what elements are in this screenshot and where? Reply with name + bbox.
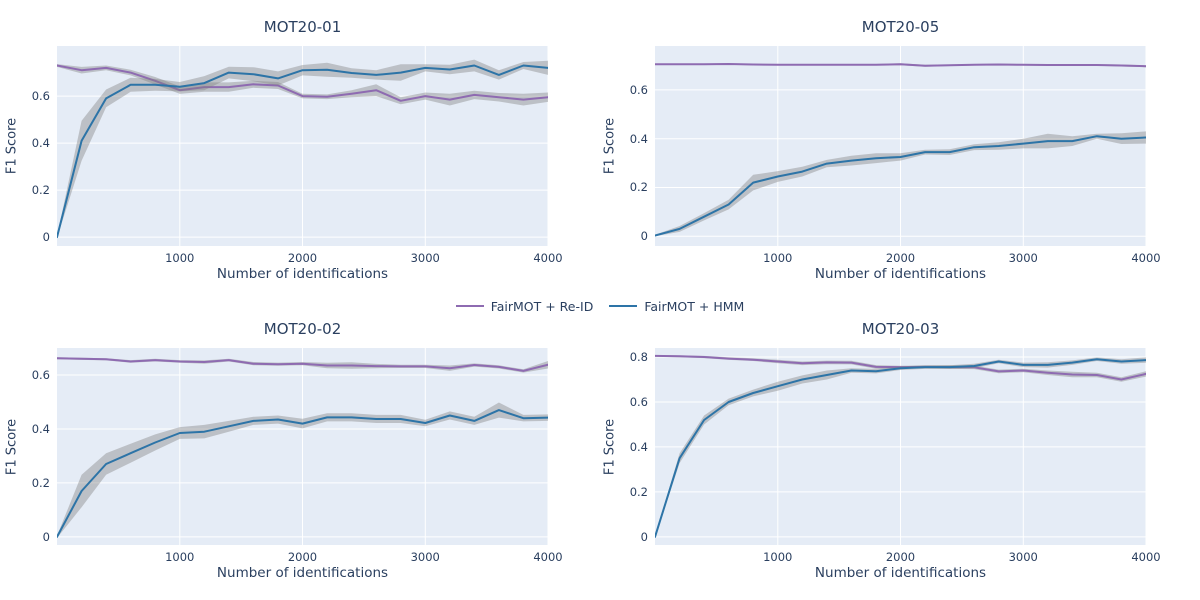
x-tick-label: 1000 — [763, 550, 793, 564]
chart-title: MOT20-05 — [861, 18, 940, 36]
x-tick-label: 2000 — [885, 550, 916, 564]
subplot-mot20-05: MOT20-05 F1 Score Number of identificati… — [603, 18, 1161, 282]
x-tick-label: 1000 — [165, 550, 195, 564]
y-axis-title: F1 Score — [602, 418, 618, 475]
y-tick-label: 0 — [42, 529, 50, 544]
x-tick-label: 2000 — [287, 550, 318, 564]
x-axis-title: Number of identifications — [814, 266, 987, 282]
legend-line-swatch-hmm — [609, 305, 638, 307]
x-tick-label: 2000 — [885, 251, 916, 265]
plot-area[interactable] — [655, 348, 1146, 545]
x-axis-title: Number of identifications — [216, 266, 389, 282]
y-tick-label: 0.6 — [629, 394, 648, 409]
plot-area[interactable] — [57, 46, 548, 246]
y-tick-label: 0 — [640, 229, 648, 244]
y-tick-label: 0.2 — [31, 183, 50, 198]
x-tick-label: 2000 — [287, 251, 318, 265]
y-tick-label: 0 — [42, 230, 50, 245]
x-tick-label: 3000 — [410, 550, 440, 564]
legend-label: FairMOT + Re-ID — [490, 298, 594, 314]
y-axis-title: F1 Score — [4, 117, 20, 175]
y-tick-label: 0 — [640, 529, 648, 544]
y-axis-title: F1 Score — [602, 117, 618, 175]
x-axis-title: Number of identifications — [814, 565, 987, 581]
legend-item-fairmot-hmm[interactable]: FairMOT + HMM — [609, 299, 744, 314]
chart-title: MOT20-02 — [263, 320, 342, 338]
y-tick-label: 0.6 — [31, 367, 50, 382]
y-tick-label: 0.4 — [629, 439, 648, 454]
subplot-mot20-03: MOT20-03 F1 Score Number of identificati… — [603, 320, 1161, 581]
plot-svg — [655, 348, 1146, 545]
y-tick-label: 0.2 — [629, 484, 648, 499]
chart-title: MOT20-01 — [263, 18, 342, 36]
plot-svg — [655, 46, 1146, 246]
y-tick-label: 0.2 — [629, 180, 648, 195]
y-tick-label: 0.4 — [31, 136, 50, 151]
subplot-mot20-01: MOT20-01 F1 Score Number of identificati… — [5, 18, 563, 282]
y-tick-label: 0.8 — [629, 349, 648, 364]
legend-label: FairMOT + HMM — [644, 298, 745, 314]
y-axis-title: F1 Score — [4, 418, 20, 475]
x-tick-label: 4000 — [1131, 550, 1161, 564]
x-tick-label: 4000 — [1131, 251, 1161, 265]
y-tick-label: 0.4 — [629, 131, 648, 146]
legend: FairMOT + Re-ID FairMOT + HMM — [0, 297, 1200, 315]
x-tick-label: 4000 — [533, 550, 563, 564]
x-tick-label: 3000 — [410, 251, 440, 265]
y-tick-label: 0.4 — [31, 421, 50, 436]
legend-item-fairmot-reid[interactable]: FairMOT + Re-ID — [455, 298, 594, 314]
plot-svg — [57, 46, 548, 246]
chart-title: MOT20-03 — [861, 320, 940, 338]
x-tick-label: 1000 — [165, 251, 195, 265]
x-tick-label: 3000 — [1008, 251, 1038, 265]
y-tick-label: 0.6 — [31, 89, 50, 104]
x-tick-label: 1000 — [763, 251, 793, 265]
plot-area[interactable] — [57, 348, 548, 545]
plot-area[interactable] — [655, 46, 1146, 246]
x-tick-label: 3000 — [1008, 550, 1038, 564]
y-tick-label: 0.2 — [31, 475, 50, 490]
y-tick-label: 0.6 — [629, 82, 648, 97]
plot-svg — [57, 348, 548, 545]
subplot-mot20-02: MOT20-02 F1 Score Number of identificati… — [5, 320, 563, 581]
legend-line-swatch-reid — [455, 305, 484, 307]
x-tick-label: 4000 — [533, 251, 563, 265]
x-axis-title: Number of identifications — [216, 565, 389, 581]
